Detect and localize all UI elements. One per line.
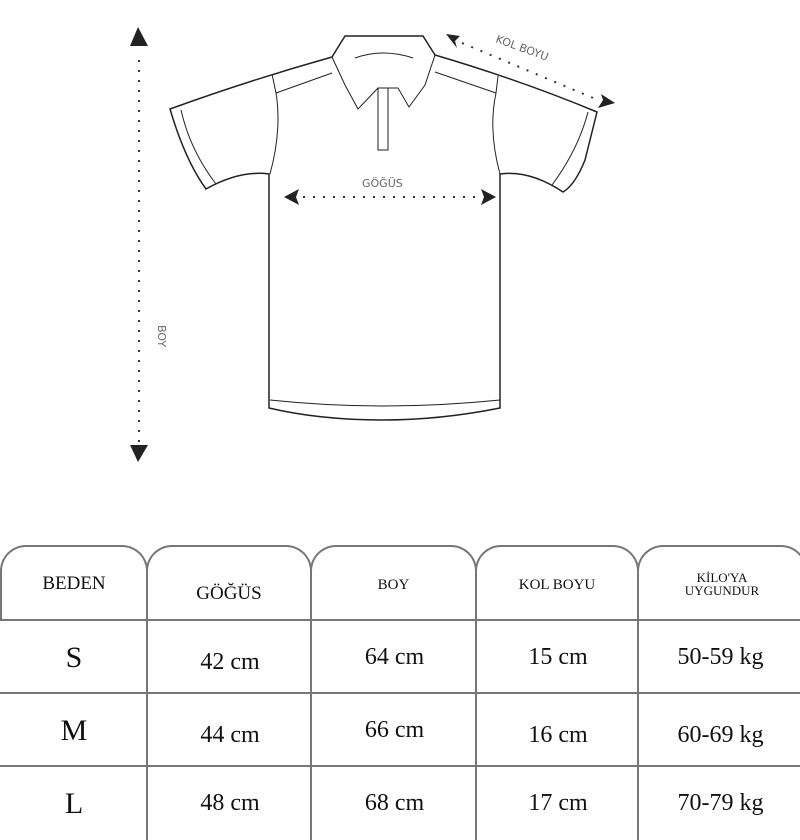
chest-cell: 44 cm bbox=[146, 694, 312, 767]
table-row: L 48 cm 68 cm 17 cm 70-79 kg bbox=[0, 765, 800, 840]
weight-cell: 50-59 kg bbox=[637, 621, 800, 694]
sleeve-cell: 15 cm bbox=[475, 621, 639, 694]
header-length: BOY bbox=[310, 545, 477, 620]
length-cell: 68 cm bbox=[310, 767, 477, 840]
header-label: BOY bbox=[377, 577, 410, 593]
sleeve-arrow bbox=[446, 34, 615, 108]
header-sleeve: KOL BOYU bbox=[475, 545, 639, 620]
header-size: BEDEN bbox=[0, 545, 148, 620]
length-arrow bbox=[130, 27, 148, 462]
header-label-line: UYGUNDUR bbox=[684, 582, 760, 598]
header-label: KOL BOYU bbox=[518, 577, 596, 593]
size-cell: M bbox=[60, 713, 88, 747]
weight-cell: 70-79 kg bbox=[637, 767, 800, 840]
length-label: BOY bbox=[155, 325, 168, 347]
size-cell: L bbox=[64, 786, 84, 820]
chest-label: GÖĞÜS bbox=[362, 177, 403, 190]
table-row: S 42 cm 64 cm 15 cm 50-59 kg bbox=[0, 619, 800, 694]
table-row: M 44 cm 66 cm 16 cm 60-69 kg bbox=[0, 692, 800, 767]
length-cell: 66 cm bbox=[310, 694, 477, 767]
chest-cell: 42 cm bbox=[146, 621, 312, 694]
header-label: GÖĞÜS bbox=[196, 582, 262, 604]
chest-arrow bbox=[284, 189, 496, 205]
chest-cell: 48 cm bbox=[146, 767, 312, 840]
header-label-line: KİLO'YA bbox=[696, 569, 748, 585]
shirt-outline bbox=[169, 35, 598, 421]
weight-cell: 60-69 kg bbox=[637, 694, 800, 767]
length-cell: 64 cm bbox=[310, 621, 477, 694]
header-chest: GÖĞÜS bbox=[146, 545, 312, 620]
sleeve-label: KOL BOYU bbox=[494, 33, 550, 64]
shirt-measurement-diagram: BOY GÖĞÜS KOL BOYU bbox=[130, 27, 615, 462]
sleeve-cell: 17 cm bbox=[475, 767, 639, 840]
size-cell: S bbox=[65, 640, 83, 674]
header-weight: KİLO'YA UYGUNDUR bbox=[637, 545, 800, 620]
header-label: BEDEN bbox=[42, 572, 106, 594]
sleeve-cell: 16 cm bbox=[475, 694, 639, 767]
